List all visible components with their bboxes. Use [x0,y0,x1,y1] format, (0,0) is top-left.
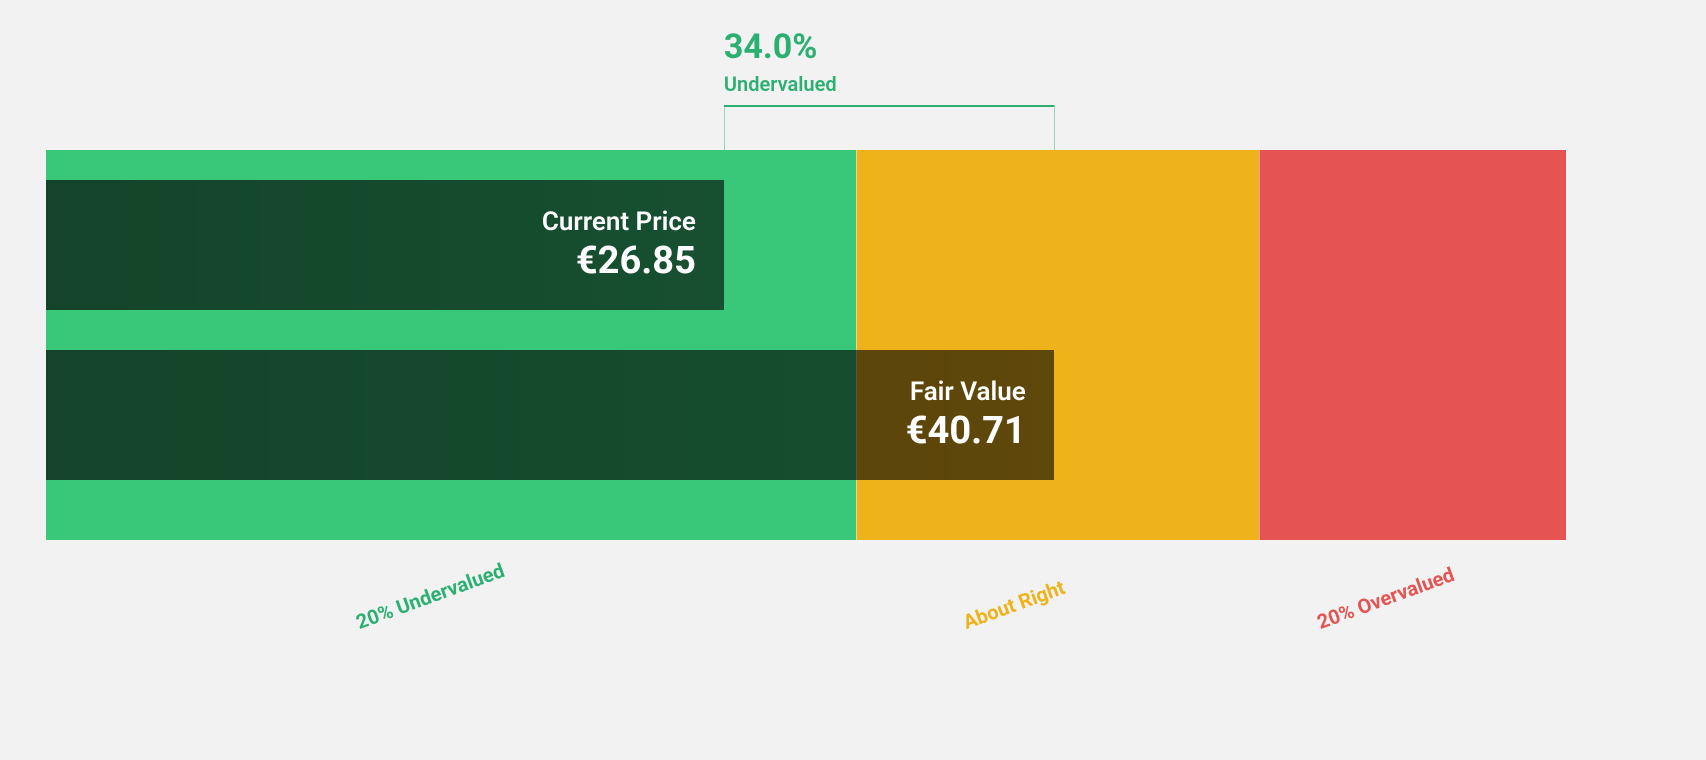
current-bar-text: Current Price€26.85 [542,207,696,283]
fair-bar: Fair Value€40.71 [46,350,1054,480]
valuation-dropline-0 [724,105,725,150]
zone-about_right [856,150,1259,540]
fair-bar-text: Fair Value€40.71 [906,377,1026,453]
valuation-percent: 34.0% [724,30,818,64]
zone-label-undervalued: 20% Undervalued [353,550,530,634]
current-value: €26.85 [542,239,696,283]
zone-overvalued [1259,150,1566,540]
zone-divider-1 [1259,150,1260,540]
fair-label: Fair Value [906,377,1026,407]
zone-divider-0 [856,150,857,540]
fair-value: €40.71 [906,409,1026,453]
current-bar: Current Price€26.85 [46,180,724,310]
valuation-rule [724,105,1054,107]
zone-label-about_right: About Right [959,550,1136,634]
current-label: Current Price [542,207,696,237]
valuation-dropline-1 [1054,105,1055,150]
valuation-status: Undervalued [724,72,837,96]
zone-label-overvalued: 20% Overvalued [1314,550,1491,634]
